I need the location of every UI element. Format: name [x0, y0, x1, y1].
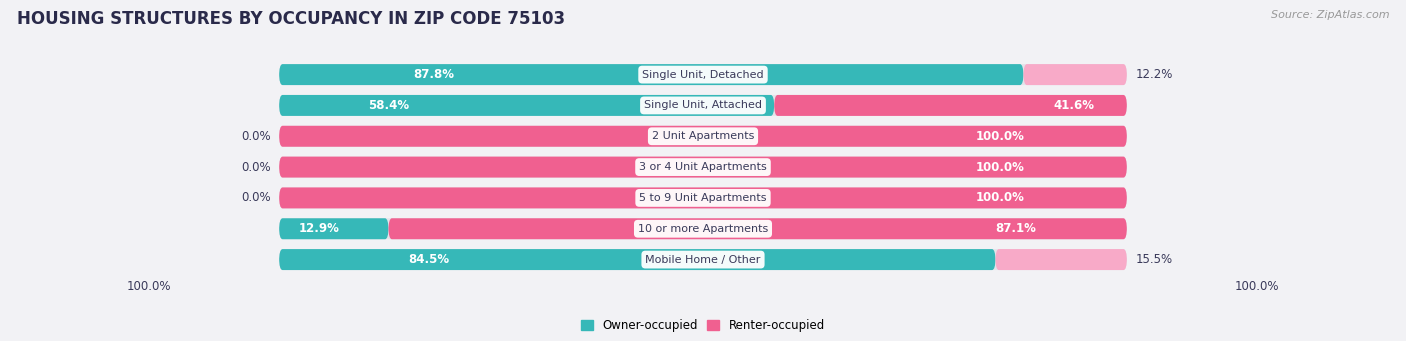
Text: 100.0%: 100.0% — [1234, 280, 1279, 293]
FancyBboxPatch shape — [388, 218, 1126, 239]
FancyBboxPatch shape — [280, 126, 1126, 147]
Text: Source: ZipAtlas.com: Source: ZipAtlas.com — [1271, 10, 1389, 20]
FancyBboxPatch shape — [280, 95, 775, 116]
Text: 87.8%: 87.8% — [413, 68, 454, 81]
FancyBboxPatch shape — [280, 95, 1126, 116]
Text: 100.0%: 100.0% — [976, 191, 1024, 204]
Legend: Owner-occupied, Renter-occupied: Owner-occupied, Renter-occupied — [576, 314, 830, 337]
Text: 12.2%: 12.2% — [1136, 68, 1173, 81]
Text: 3 or 4 Unit Apartments: 3 or 4 Unit Apartments — [640, 162, 766, 172]
FancyBboxPatch shape — [280, 157, 1126, 178]
Text: 100.0%: 100.0% — [976, 161, 1024, 174]
FancyBboxPatch shape — [775, 95, 1126, 116]
FancyBboxPatch shape — [280, 249, 995, 270]
FancyBboxPatch shape — [280, 188, 1126, 208]
Text: 15.5%: 15.5% — [1136, 253, 1173, 266]
Text: 2 Unit Apartments: 2 Unit Apartments — [652, 131, 754, 141]
Text: 0.0%: 0.0% — [240, 161, 270, 174]
Text: Single Unit, Detached: Single Unit, Detached — [643, 70, 763, 79]
FancyBboxPatch shape — [280, 64, 1024, 85]
Text: Mobile Home / Other: Mobile Home / Other — [645, 255, 761, 265]
Text: 100.0%: 100.0% — [976, 130, 1024, 143]
FancyBboxPatch shape — [995, 249, 1126, 270]
Text: 12.9%: 12.9% — [299, 222, 340, 235]
Text: 87.1%: 87.1% — [995, 222, 1036, 235]
Text: 0.0%: 0.0% — [240, 191, 270, 204]
Text: Single Unit, Attached: Single Unit, Attached — [644, 101, 762, 110]
Text: 41.6%: 41.6% — [1053, 99, 1094, 112]
Text: 0.0%: 0.0% — [240, 130, 270, 143]
FancyBboxPatch shape — [280, 157, 1126, 178]
FancyBboxPatch shape — [280, 218, 388, 239]
Text: 10 or more Apartments: 10 or more Apartments — [638, 224, 768, 234]
Text: 5 to 9 Unit Apartments: 5 to 9 Unit Apartments — [640, 193, 766, 203]
FancyBboxPatch shape — [280, 188, 1126, 208]
FancyBboxPatch shape — [280, 249, 1126, 270]
FancyBboxPatch shape — [280, 218, 1126, 239]
Text: HOUSING STRUCTURES BY OCCUPANCY IN ZIP CODE 75103: HOUSING STRUCTURES BY OCCUPANCY IN ZIP C… — [17, 10, 565, 28]
FancyBboxPatch shape — [280, 126, 1126, 147]
Text: 58.4%: 58.4% — [368, 99, 409, 112]
Text: 84.5%: 84.5% — [408, 253, 449, 266]
Text: 100.0%: 100.0% — [127, 280, 172, 293]
FancyBboxPatch shape — [280, 64, 1126, 85]
FancyBboxPatch shape — [1024, 64, 1126, 85]
